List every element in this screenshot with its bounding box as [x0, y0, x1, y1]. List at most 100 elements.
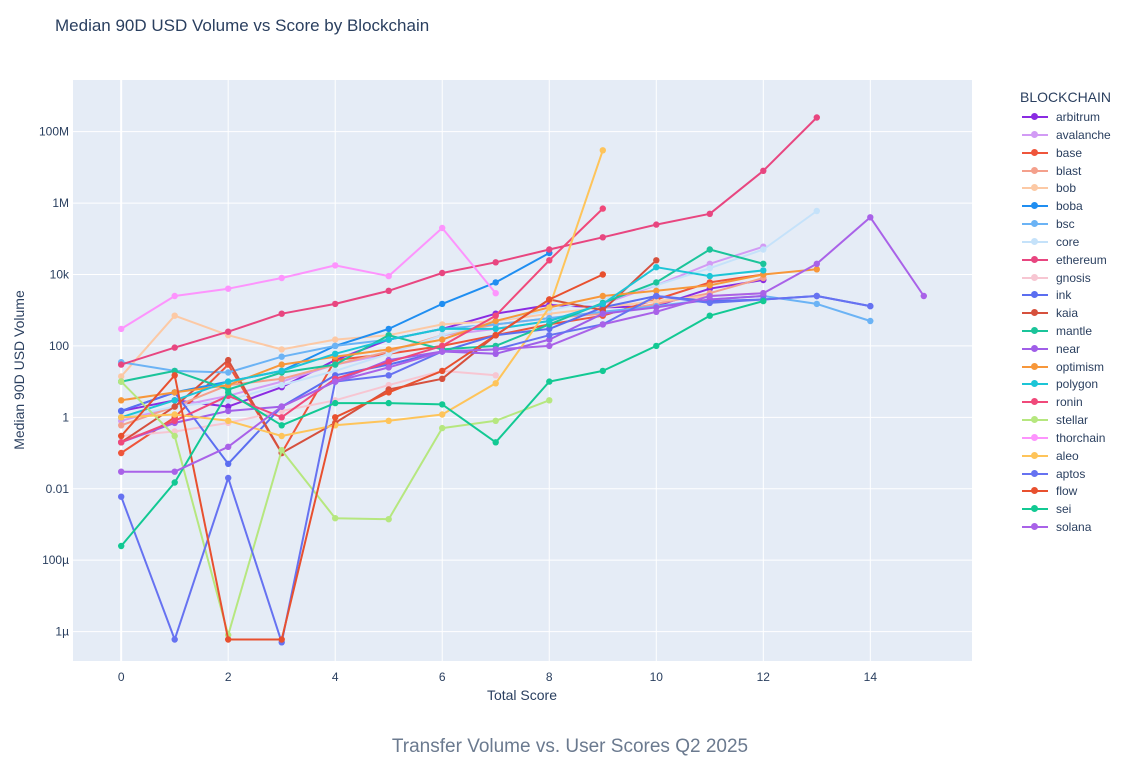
data-point-kaia[interactable]: [171, 403, 178, 410]
data-point-solana[interactable]: [225, 443, 232, 450]
legend-item-near[interactable]: near: [1022, 340, 1080, 358]
data-point-core[interactable]: [439, 332, 446, 339]
data-point-ronin[interactable]: [171, 417, 178, 424]
data-point-optimism[interactable]: [278, 361, 285, 368]
data-point-solana[interactable]: [385, 364, 392, 371]
data-point-aptos[interactable]: [385, 372, 392, 379]
data-point-aleo[interactable]: [278, 432, 285, 440]
data-point-optimism[interactable]: [813, 266, 820, 273]
data-point-bsc[interactable]: [867, 317, 874, 325]
series-ethereum[interactable]: [118, 114, 820, 368]
data-point-ethereum[interactable]: [439, 269, 446, 277]
data-point-polygon[interactable]: [225, 378, 232, 385]
data-point-near[interactable]: [599, 310, 606, 317]
legend-item-gnosis[interactable]: gnosis: [1022, 269, 1091, 287]
data-point-aptos[interactable]: [546, 332, 553, 339]
data-point-polygon[interactable]: [385, 336, 392, 343]
legend-item-base[interactable]: base: [1022, 144, 1082, 162]
legend-item-sei[interactable]: sei: [1022, 500, 1071, 518]
data-point-ethereum[interactable]: [760, 167, 767, 174]
legend-item-solana[interactable]: solana: [1022, 518, 1091, 536]
data-point-polygon[interactable]: [171, 397, 178, 404]
data-point-solana[interactable]: [599, 321, 606, 328]
data-point-sei[interactable]: [546, 378, 553, 385]
data-point-solana[interactable]: [813, 260, 820, 267]
data-point-solana[interactable]: [546, 342, 553, 350]
data-point-stellar[interactable]: [332, 515, 339, 522]
data-point-ronin[interactable]: [278, 414, 285, 421]
legend-item-ink[interactable]: ink: [1022, 286, 1071, 304]
data-point-bsc[interactable]: [225, 369, 232, 376]
data-point-near[interactable]: [653, 304, 660, 311]
data-point-bob[interactable]: [439, 321, 446, 328]
data-point-aptos[interactable]: [118, 493, 125, 500]
data-point-ethereum[interactable]: [225, 328, 232, 335]
data-point-ethereum[interactable]: [385, 287, 392, 294]
data-point-gnosis[interactable]: [492, 372, 499, 379]
data-point-boba[interactable]: [439, 300, 446, 308]
data-point-blast[interactable]: [278, 375, 285, 382]
data-point-aptos[interactable]: [813, 292, 820, 300]
legend-item-core[interactable]: core: [1022, 233, 1079, 251]
legend-item-kaia[interactable]: kaia: [1022, 304, 1078, 322]
data-point-ethereum[interactable]: [546, 246, 553, 253]
data-point-optimism[interactable]: [171, 389, 178, 396]
data-point-aleo[interactable]: [439, 411, 446, 418]
data-point-ronin[interactable]: [385, 359, 392, 366]
legend-item-flow[interactable]: flow: [1022, 482, 1077, 500]
data-point-thorchain[interactable]: [225, 285, 232, 292]
data-point-solana[interactable]: [118, 468, 125, 475]
series-sei[interactable]: [118, 297, 767, 550]
data-point-kaia[interactable]: [225, 356, 232, 364]
data-point-mantle[interactable]: [385, 332, 392, 339]
data-point-bob[interactable]: [653, 297, 660, 305]
legend-item-thorchain[interactable]: thorchain: [1022, 429, 1105, 447]
data-point-mantle[interactable]: [706, 246, 713, 253]
data-point-optimism[interactable]: [439, 336, 446, 343]
data-point-arbitrum[interactable]: [225, 403, 232, 410]
data-point-flow[interactable]: [599, 271, 606, 278]
series-ronin[interactable]: [118, 205, 606, 446]
data-point-near[interactable]: [492, 350, 499, 357]
data-point-mantle[interactable]: [653, 279, 660, 286]
data-point-thorchain[interactable]: [439, 224, 446, 232]
data-point-thorchain[interactable]: [332, 262, 339, 269]
data-point-aleo[interactable]: [546, 304, 553, 311]
data-point-ink[interactable]: [118, 407, 125, 415]
series-thorchain[interactable]: [118, 224, 499, 333]
data-point-kaia[interactable]: [439, 375, 446, 382]
data-point-thorchain[interactable]: [171, 292, 178, 300]
data-point-ronin[interactable]: [546, 257, 553, 264]
data-point-stellar[interactable]: [546, 397, 553, 404]
data-point-near[interactable]: [225, 407, 232, 415]
data-point-ethereum[interactable]: [813, 114, 820, 121]
data-point-ronin[interactable]: [599, 205, 606, 212]
data-point-optimism[interactable]: [706, 282, 713, 289]
data-point-sei[interactable]: [760, 297, 767, 305]
data-point-sei[interactable]: [332, 399, 339, 407]
data-point-gnosis[interactable]: [385, 381, 392, 389]
data-point-aleo[interactable]: [225, 417, 232, 424]
data-point-sei[interactable]: [706, 312, 713, 319]
data-point-aleo[interactable]: [385, 417, 392, 424]
data-point-solana[interactable]: [653, 308, 660, 315]
data-point-thorchain[interactable]: [492, 290, 499, 297]
data-point-aptos[interactable]: [171, 636, 178, 643]
legend-item-stellar[interactable]: stellar: [1022, 411, 1088, 429]
data-point-ink[interactable]: [225, 460, 232, 467]
data-point-sei[interactable]: [118, 542, 125, 550]
data-point-solana[interactable]: [492, 346, 499, 353]
legend-item-bob[interactable]: bob: [1022, 179, 1076, 197]
data-point-solana[interactable]: [278, 403, 285, 410]
data-point-optimism[interactable]: [653, 287, 660, 294]
series-aleo[interactable]: [118, 147, 606, 440]
data-point-near[interactable]: [546, 336, 553, 343]
data-point-flow[interactable]: [332, 414, 339, 421]
data-point-ronin[interactable]: [492, 312, 499, 319]
data-point-stellar[interactable]: [171, 432, 178, 440]
data-point-polygon[interactable]: [439, 325, 446, 333]
data-point-bsc[interactable]: [278, 353, 285, 360]
data-point-aleo[interactable]: [118, 414, 125, 421]
data-point-core[interactable]: [813, 207, 820, 215]
data-point-polygon[interactable]: [706, 272, 713, 280]
